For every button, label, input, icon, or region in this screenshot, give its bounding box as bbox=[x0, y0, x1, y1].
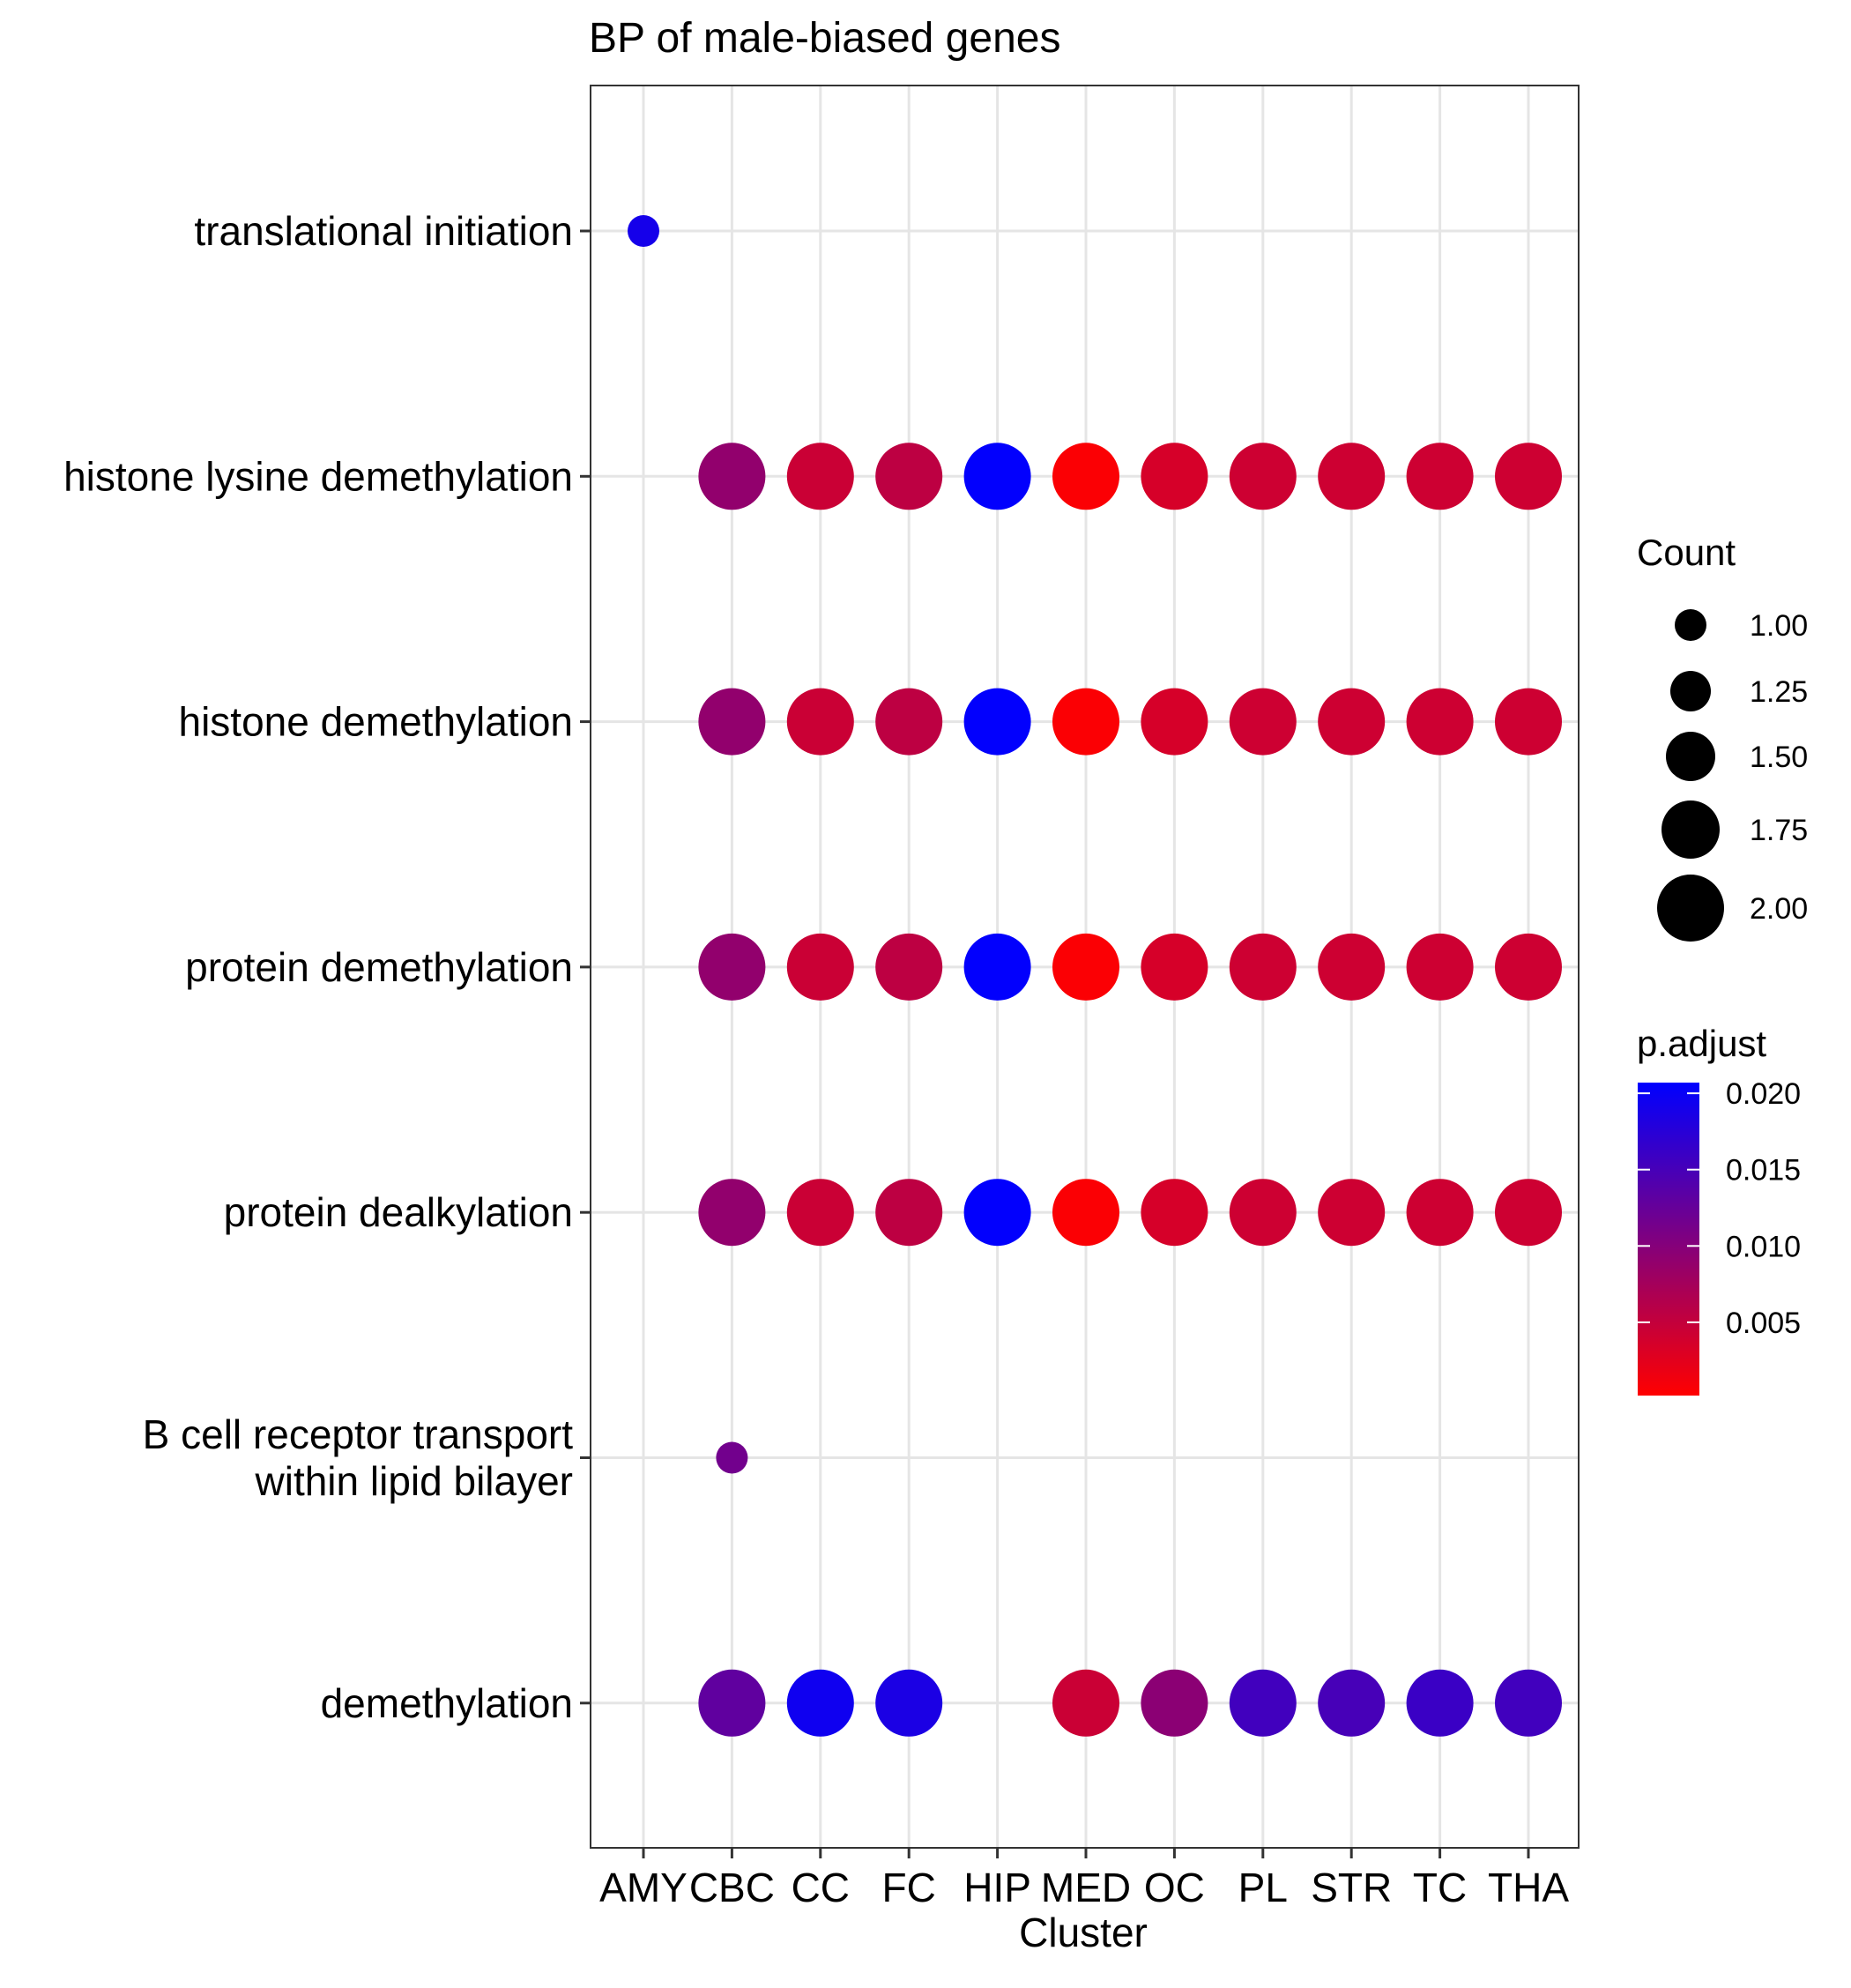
data-point bbox=[1141, 933, 1208, 1001]
x-tick-label: FC bbox=[882, 1865, 936, 1910]
y-tick-label: within lipid bilayer bbox=[255, 1458, 574, 1504]
data-point bbox=[1052, 443, 1119, 510]
y-tick-label: histone lysine demethylation bbox=[63, 453, 573, 499]
x-tick-label: CBC bbox=[689, 1865, 775, 1910]
data-point bbox=[786, 1669, 854, 1737]
y-tick-label: histone demethylation bbox=[178, 699, 573, 745]
data-point bbox=[875, 1179, 943, 1247]
count-legend-label: 1.00 bbox=[1750, 609, 1808, 643]
x-tick-label: STR bbox=[1311, 1865, 1392, 1910]
data-point bbox=[1318, 688, 1386, 756]
count-legend-key bbox=[1657, 875, 1724, 942]
colorbar-label: 0.020 bbox=[1726, 1077, 1801, 1111]
data-point bbox=[875, 1669, 943, 1737]
points bbox=[628, 215, 1562, 1737]
p-adjust-legend: p.adjust 0.005 0.010 0.015 0.020 bbox=[1637, 1023, 1801, 1396]
data-point bbox=[786, 688, 854, 756]
data-point bbox=[1052, 688, 1119, 756]
colorbar-label: 0.005 bbox=[1726, 1307, 1801, 1340]
y-tick-label: protein dealkylation bbox=[224, 1189, 573, 1235]
data-point bbox=[875, 688, 943, 756]
data-point bbox=[875, 933, 943, 1001]
x-tick-label: TC bbox=[1413, 1865, 1467, 1910]
y-tick-label: demethylation bbox=[321, 1680, 573, 1726]
data-point bbox=[1406, 1669, 1474, 1737]
data-point bbox=[1495, 688, 1562, 756]
data-point bbox=[1406, 933, 1474, 1001]
y-axis: translational initiation histone lysine d… bbox=[63, 208, 591, 1726]
data-point bbox=[698, 1669, 766, 1737]
data-point bbox=[963, 688, 1031, 756]
p-adjust-legend-title: p.adjust bbox=[1637, 1023, 1766, 1064]
data-point bbox=[1141, 688, 1208, 756]
count-legend-label: 1.25 bbox=[1750, 675, 1808, 709]
x-tick-label: PL bbox=[1238, 1865, 1288, 1910]
data-point bbox=[963, 933, 1031, 1001]
y-tick-label: translational initiation bbox=[194, 208, 573, 254]
data-point bbox=[1052, 1179, 1119, 1247]
count-legend-label: 1.75 bbox=[1750, 814, 1808, 847]
data-point bbox=[1406, 688, 1474, 756]
colorbar-label: 0.015 bbox=[1726, 1154, 1801, 1188]
data-point bbox=[698, 688, 766, 756]
data-point bbox=[1229, 933, 1297, 1001]
data-point bbox=[716, 1441, 748, 1474]
data-point bbox=[1406, 1179, 1474, 1247]
data-point bbox=[1318, 443, 1386, 510]
data-point bbox=[1495, 1669, 1562, 1737]
count-legend-label: 1.50 bbox=[1750, 741, 1808, 774]
data-point bbox=[698, 443, 766, 510]
x-axis-title: Cluster bbox=[1019, 1910, 1148, 1955]
data-point bbox=[1141, 443, 1208, 510]
data-point bbox=[698, 1179, 766, 1247]
count-legend-key bbox=[1661, 800, 1720, 859]
data-point bbox=[1318, 1669, 1386, 1737]
data-point bbox=[1229, 1669, 1297, 1737]
data-point bbox=[786, 933, 854, 1001]
count-legend-key bbox=[1666, 732, 1715, 781]
y-tick-label: protein demethylation bbox=[185, 944, 573, 990]
data-point bbox=[786, 1179, 854, 1247]
x-tick-label: THA bbox=[1488, 1865, 1569, 1910]
x-tick-label: AMY bbox=[599, 1865, 688, 1910]
data-point bbox=[1318, 933, 1386, 1001]
data-point bbox=[786, 443, 854, 510]
data-point bbox=[1141, 1179, 1208, 1247]
data-point bbox=[963, 1179, 1031, 1247]
data-point bbox=[628, 215, 659, 247]
count-legend-label: 2.00 bbox=[1750, 892, 1808, 926]
data-point bbox=[1318, 1179, 1386, 1247]
x-tick-label: OC bbox=[1144, 1865, 1205, 1910]
data-point bbox=[875, 443, 943, 510]
chart-title: BP of male-biased genes bbox=[589, 15, 1060, 62]
plot-panel bbox=[590, 85, 1580, 1849]
p-adjust-colorbar bbox=[1638, 1083, 1699, 1396]
data-point bbox=[1495, 443, 1562, 510]
data-point bbox=[1229, 688, 1297, 756]
data-point bbox=[1495, 1179, 1562, 1247]
x-axis: AMY CBC CC FC HIP MED OC PL STR TC THA bbox=[599, 1848, 1569, 1910]
x-tick-label: CC bbox=[792, 1865, 850, 1910]
data-point bbox=[1141, 1669, 1208, 1737]
data-point bbox=[1495, 933, 1562, 1001]
data-point bbox=[1406, 443, 1474, 510]
count-legend-title: Count bbox=[1637, 532, 1736, 573]
data-point bbox=[963, 443, 1031, 510]
data-point bbox=[1052, 1669, 1119, 1737]
x-tick-label: MED bbox=[1041, 1865, 1131, 1910]
data-point bbox=[1229, 1179, 1297, 1247]
x-tick-label: HIP bbox=[963, 1865, 1031, 1910]
data-point bbox=[1229, 443, 1297, 510]
count-legend-key bbox=[1670, 671, 1711, 711]
data-point bbox=[698, 933, 766, 1001]
count-legend: Count 1.00 1.25 1.50 1.75 2.00 bbox=[1637, 532, 1808, 942]
colorbar-label: 0.010 bbox=[1726, 1230, 1801, 1263]
data-point bbox=[1052, 933, 1119, 1001]
y-tick-label: B cell receptor transport bbox=[143, 1411, 574, 1457]
count-legend-key bbox=[1675, 609, 1706, 641]
